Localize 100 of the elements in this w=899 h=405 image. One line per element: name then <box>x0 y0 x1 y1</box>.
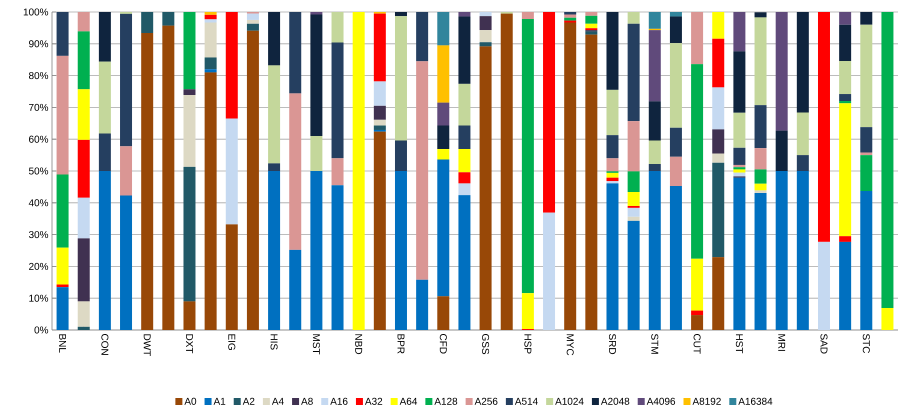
bar <box>733 51 746 113</box>
bar <box>585 16 598 24</box>
bar <box>733 164 746 168</box>
bar <box>416 280 428 330</box>
bar <box>860 127 872 153</box>
bar <box>648 170 661 330</box>
bar <box>78 198 90 238</box>
bar <box>183 301 196 330</box>
bar <box>564 14 576 18</box>
bar <box>458 12 470 16</box>
bar <box>881 12 894 308</box>
bar <box>712 162 724 258</box>
y-tick-label: 90% <box>29 40 48 48</box>
bar <box>839 103 852 236</box>
bar <box>670 16 682 44</box>
bar <box>226 224 238 330</box>
bar <box>691 310 704 316</box>
bar <box>860 24 872 128</box>
legend-label: A1 <box>214 398 226 405</box>
bar <box>204 69 217 72</box>
bar <box>585 34 598 330</box>
bar <box>332 42 344 158</box>
bar <box>839 236 852 242</box>
bar <box>289 12 302 94</box>
bar <box>648 101 661 140</box>
bar <box>670 156 682 186</box>
bar <box>543 212 556 330</box>
legend-label: A64 <box>400 398 418 405</box>
bar <box>754 148 767 170</box>
bar <box>818 12 830 242</box>
bar <box>712 129 724 154</box>
bar <box>733 12 746 52</box>
bar <box>691 315 704 330</box>
x-tick-label: BPR <box>398 334 404 354</box>
bar <box>712 87 724 130</box>
bar <box>712 257 724 330</box>
bar <box>839 94 852 102</box>
bar <box>585 31 598 35</box>
bar <box>480 42 492 46</box>
bar <box>648 164 661 171</box>
bar <box>754 105 767 148</box>
bar <box>374 132 386 330</box>
legend-label: A16 <box>330 398 348 405</box>
bar <box>733 112 746 148</box>
bar <box>585 24 598 28</box>
bar <box>648 140 661 164</box>
bar <box>839 24 852 61</box>
x-tick-label: NBD <box>355 334 362 354</box>
bar <box>204 19 217 22</box>
bar <box>394 16 407 140</box>
bar <box>776 130 788 171</box>
bar <box>394 140 407 171</box>
bar <box>628 208 640 217</box>
bar <box>78 326 90 330</box>
bar <box>754 192 767 330</box>
bar <box>628 220 640 330</box>
bar <box>374 14 386 82</box>
bar <box>183 89 196 95</box>
bar <box>56 287 69 330</box>
y-tick-label: 10% <box>29 294 48 302</box>
bar <box>628 24 640 122</box>
bar <box>120 195 132 330</box>
bar <box>754 190 767 193</box>
bar <box>56 12 69 56</box>
bar <box>226 118 238 224</box>
bar <box>204 22 217 58</box>
bar <box>881 308 894 330</box>
bar <box>670 186 682 330</box>
x-tick-label: CON <box>101 334 108 355</box>
bar <box>754 17 767 106</box>
x-tick-label: DWT <box>144 334 151 356</box>
bar <box>394 170 407 330</box>
bar <box>796 155 809 171</box>
x-tick-label: SAD <box>820 334 828 354</box>
bar <box>796 170 809 330</box>
bar <box>628 216 640 221</box>
bar <box>458 172 470 184</box>
bar <box>120 146 132 196</box>
bar <box>310 136 322 171</box>
bar <box>628 121 640 172</box>
bar <box>268 12 280 66</box>
bar <box>120 14 132 146</box>
bar <box>648 30 661 102</box>
bar <box>437 12 450 46</box>
legend-label: A1024 <box>555 398 584 405</box>
bar <box>162 12 174 26</box>
bar <box>606 183 618 330</box>
bar <box>141 12 154 33</box>
y-tick-label: 0% <box>34 326 48 334</box>
bar <box>352 12 365 330</box>
bar <box>246 24 259 31</box>
bar <box>522 18 534 294</box>
bar <box>860 191 872 330</box>
bar <box>585 12 598 16</box>
bar <box>374 106 386 120</box>
bar <box>860 12 872 25</box>
bar <box>78 89 90 140</box>
legend-label: A4 <box>272 398 284 405</box>
y-tick-label: 60% <box>29 136 48 143</box>
bar <box>332 185 344 330</box>
